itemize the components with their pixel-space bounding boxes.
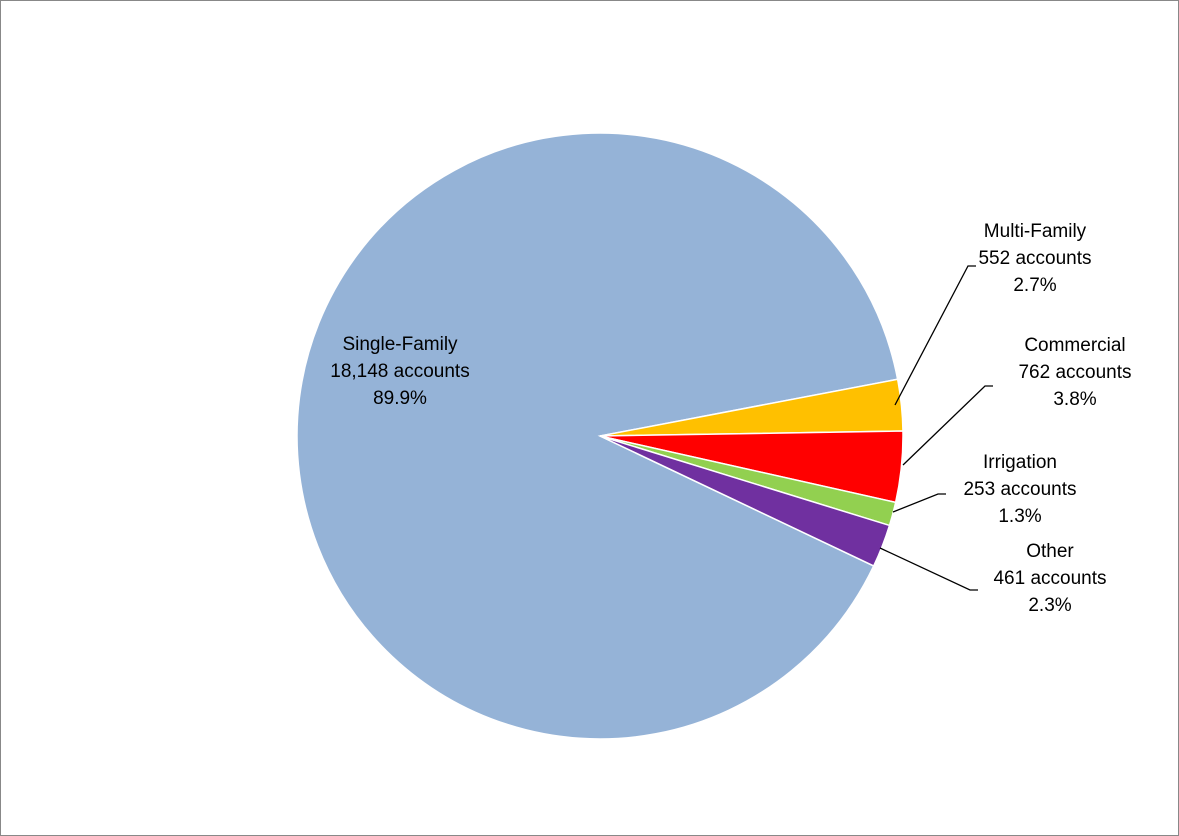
slice-percent-label: 89.9% <box>373 388 427 409</box>
leader-line <box>879 547 978 591</box>
leader-line <box>892 493 946 513</box>
slice-value-label: 461 accounts <box>993 568 1106 589</box>
slice-category-label: Other <box>1026 541 1074 562</box>
slice-percent-label: 2.3% <box>1028 595 1071 616</box>
slice-percent-label: 2.7% <box>1013 275 1056 296</box>
slice-category-label: Multi-Family <box>984 221 1087 242</box>
pie-slice <box>296 132 899 740</box>
slice-value-label: 552 accounts <box>978 248 1091 269</box>
slice-percent-label: 3.8% <box>1053 389 1096 410</box>
pie-slice <box>599 435 891 567</box>
slice-category-label: Commercial <box>1024 335 1125 356</box>
leader-line <box>902 385 993 466</box>
slice-category-label: Irrigation <box>983 452 1057 473</box>
slice-value-label: 253 accounts <box>963 479 1076 500</box>
slice-percent-label: 1.3% <box>998 506 1041 527</box>
leader-line <box>894 265 976 406</box>
slice-category-label: Single-Family <box>342 334 458 355</box>
slice-value-label: 18,148 accounts <box>330 361 469 382</box>
slice-value-label: 762 accounts <box>1018 362 1131 383</box>
